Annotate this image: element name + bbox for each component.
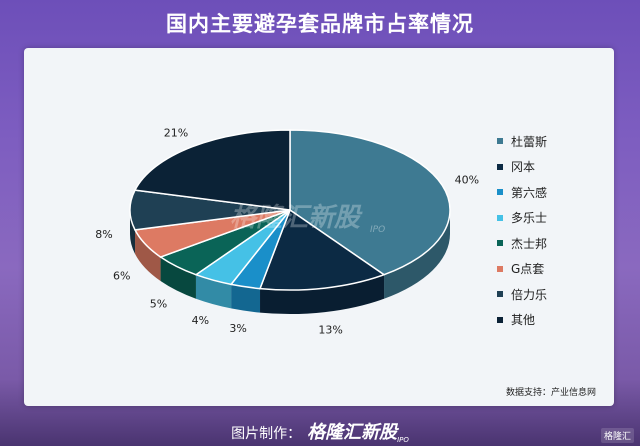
legend-label: 多乐士: [511, 211, 548, 225]
legend-item: 冈本: [497, 160, 535, 174]
pie-side-5: [135, 229, 161, 282]
legend-swatch: [497, 265, 503, 272]
legend-label: 第六感: [511, 185, 548, 200]
legend-swatch: [497, 163, 503, 170]
pie-side-4: [160, 257, 196, 299]
data-label-3: 4%: [192, 314, 209, 327]
data-label-1: 13%: [318, 324, 342, 337]
source-note: 数据支持：产业信息网: [505, 388, 596, 398]
legend-item: 第六感: [497, 185, 548, 200]
legend-swatch: [497, 189, 503, 195]
legend-item: G点套: [497, 262, 544, 276]
legend-swatch: [497, 240, 503, 246]
watermark: 格隆汇新股: [230, 203, 363, 233]
legend-swatch: [497, 214, 503, 221]
legend-label: 其他: [511, 313, 536, 327]
legend-label: 冈本: [511, 160, 536, 174]
legend-item: 杜蕾斯: [497, 134, 548, 149]
data-label-2: 3%: [229, 322, 246, 335]
legend-swatch: [497, 291, 503, 297]
chart-title: 国内主要避孕套品牌市占率情况: [166, 12, 474, 36]
pie-side-0: [384, 210, 450, 299]
legend-item: 其他: [497, 313, 535, 327]
data-label-5: 6%: [113, 270, 130, 283]
legend-label: 倍力乐: [511, 287, 548, 302]
data-label-7: 21%: [164, 127, 188, 140]
data-label-6: 8%: [95, 228, 112, 241]
footer-brand: 格隆汇新股: [307, 422, 398, 443]
pie-side-2: [231, 284, 261, 313]
footer: 图片制作： 格隆汇新股IPO: [0, 418, 640, 444]
data-label-4: 5%: [150, 297, 167, 310]
legend-item: 杰士邦: [497, 236, 548, 251]
legend-swatch: [497, 138, 503, 144]
legend-label: 杰士邦: [511, 236, 548, 251]
pie-slice-7: [133, 129, 291, 211]
footer-brand-sub: IPO: [397, 435, 409, 444]
pie-slice-0: [289, 129, 451, 276]
corner-logo: 格隆汇: [600, 428, 634, 443]
data-label-0: 40%: [455, 174, 479, 187]
watermark-sub: IPO: [370, 225, 385, 235]
legend-label: G点套: [511, 262, 545, 276]
legend-item: 倍力乐: [497, 287, 548, 302]
pie-slice-1: [258, 208, 386, 291]
legend-swatch: [497, 316, 503, 323]
legend-label: 杜蕾斯: [511, 134, 548, 149]
legend-item: 多乐士: [497, 211, 547, 225]
pie-tops: [129, 129, 451, 291]
pie-side-1: [260, 274, 385, 314]
footer-prefix: 图片制作：: [231, 426, 302, 442]
